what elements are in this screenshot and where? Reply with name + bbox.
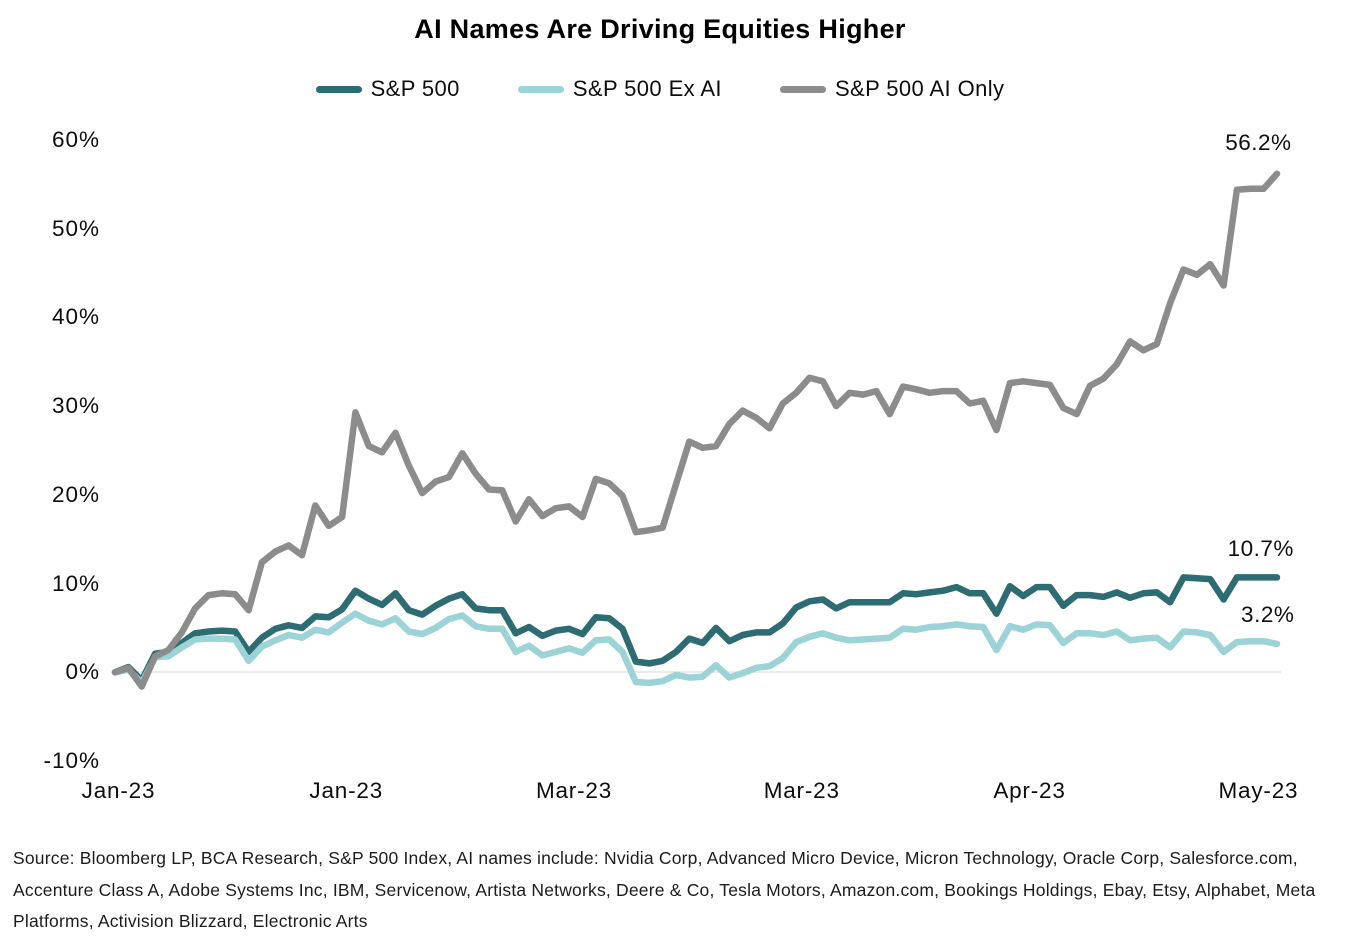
value-annotation: 10.7% [1227, 535, 1294, 561]
value-annotation: 3.2% [1241, 601, 1295, 627]
zero-percent-gridline [115, 671, 1281, 674]
legend-label-sp500: S&P 500 [370, 76, 460, 101]
legend-item-exai: S&P 500 Ex AI [517, 76, 722, 102]
source-note: Source: Bloomberg LP, BCA Research, S&P … [13, 848, 1316, 931]
legend-swatch-exai [517, 85, 564, 93]
plot-area: 56.2% 10.7% 3.2% [111, 130, 1294, 761]
chart-title: AI Names Are Driving Equities Higher [414, 14, 906, 44]
legend-item-aionly: S&P 500 AI Only [779, 76, 1005, 102]
x-tick-label: Mar-23 [535, 778, 613, 803]
y-tick-label: 40% [51, 304, 100, 330]
x-tick-label: Apr-23 [993, 778, 1066, 803]
legend: S&P 500 S&P 500 Ex AI S&P 500 AI Only [0, 76, 1320, 102]
y-tick-label: 10% [51, 570, 100, 596]
legend-swatch-aionly [779, 85, 826, 93]
x-tick-label: May-23 [1218, 778, 1299, 803]
y-tick-label: -10% [43, 748, 100, 773]
y-tick-label: 50% [51, 215, 100, 241]
y-axis-labels: 60% 50% 40% 30% 20% 10% 0% -10% [0, 127, 100, 773]
sp500-ai-only-line [111, 170, 1281, 690]
x-tick-label: Mar-23 [763, 778, 840, 803]
y-tick-label: 30% [51, 393, 100, 419]
y-tick-label: 60% [51, 127, 100, 152]
y-tick-label: 0% [65, 659, 100, 685]
legend-item-sp500: S&P 500 [315, 76, 460, 102]
y-tick-label: 20% [51, 481, 100, 507]
x-tick-label: Jan-23 [309, 778, 384, 803]
legend-swatch-sp500 [315, 85, 362, 93]
x-tick-label: Jan-23 [81, 778, 156, 803]
legend-label-exai: S&P 500 Ex AI [572, 76, 722, 101]
x-axis-labels: Jan-23 Jan-23 Mar-23 Mar-23 Apr-23 May-23 [82, 778, 1298, 808]
value-annotation: 56.2% [1225, 129, 1292, 155]
sp500-line [111, 574, 1281, 684]
line-chart [111, 170, 1281, 690]
sp500-ex-ai-line [111, 610, 1281, 687]
legend-label-aionly: S&P 500 AI Only [834, 76, 1005, 101]
